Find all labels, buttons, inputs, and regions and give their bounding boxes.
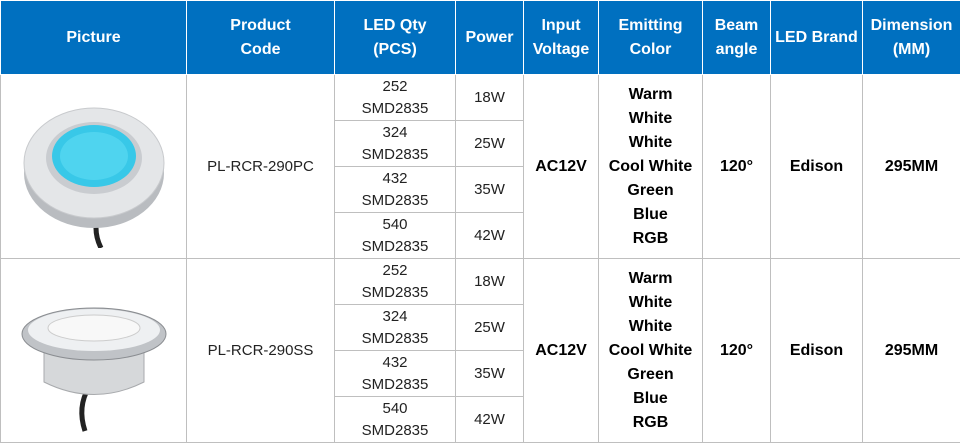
- text-line: SMD2835: [361, 191, 429, 209]
- power: 25W: [455, 304, 524, 351]
- led-qty: 540 SMD2835: [334, 396, 456, 443]
- input-voltage: AC12V: [523, 258, 599, 443]
- emitting-color: Warm White White Cool White Green Blue RGB: [598, 74, 703, 259]
- product-image: [21, 307, 166, 432]
- header-cell: Input Voltage: [523, 0, 599, 75]
- text-line: Cool White: [608, 341, 693, 359]
- text-line: Dimension: [870, 16, 953, 34]
- table-row: 324 SMD2835 25W: [1, 120, 960, 167]
- beam-angle: 120°: [702, 258, 771, 443]
- text-line: White: [628, 293, 673, 311]
- table-row: PL-RCR-290SS 252 SMD2835 18W AC12V Warm White W…: [0, 258, 960, 443]
- text-line: White: [628, 133, 673, 151]
- text-line: Green: [627, 181, 674, 199]
- dimension: 295MM: [862, 74, 960, 259]
- text-line: 540: [382, 399, 408, 417]
- text-line: SMD2835: [361, 375, 429, 393]
- led-qty: 540 SMD2835: [334, 212, 456, 259]
- text-line: SMD2835: [361, 329, 429, 347]
- text-line: Warm: [628, 269, 673, 287]
- led-qty: 324 SMD2835: [334, 304, 456, 351]
- text-line: White: [628, 109, 673, 127]
- table-row: 432 SMD2835 35W: [1, 166, 960, 213]
- power: 35W: [455, 166, 524, 213]
- header-cell: Picture: [0, 0, 187, 75]
- text-line: SMD2835: [361, 99, 429, 117]
- header-cell: Beam angle: [702, 0, 771, 75]
- header-cell: LED Brand: [770, 0, 863, 75]
- picture-cell: [0, 258, 187, 443]
- text-line: Picture: [66, 28, 121, 46]
- table-row: 540 SMD2835 42W: [1, 212, 960, 259]
- text-line: White: [628, 317, 673, 335]
- text-line: Power: [465, 28, 514, 46]
- led-qty: 432 SMD2835: [334, 350, 456, 397]
- text-line: (PCS): [373, 40, 417, 58]
- led-qty: 252 SMD2835: [334, 258, 456, 305]
- text-line: 540: [382, 215, 408, 233]
- text-line: Cool White: [608, 157, 693, 175]
- emitting-color: Warm White White Cool White Green Blue RGB: [598, 258, 703, 443]
- text-line: LED Qty: [363, 16, 427, 34]
- text-line: SMD2835: [361, 237, 429, 255]
- input-voltage: AC12V: [523, 74, 599, 259]
- text-line: 324: [382, 123, 408, 141]
- text-line: Blue: [633, 205, 668, 223]
- text-line: Emitting: [618, 16, 683, 34]
- text-line: LED Brand: [775, 28, 858, 46]
- product-code: PL-RCR-290SS: [186, 258, 335, 443]
- text-line: 324: [382, 307, 408, 325]
- led-qty: 252 SMD2835: [334, 74, 456, 121]
- led-qty: 324 SMD2835: [334, 120, 456, 167]
- text-line: (MM): [892, 40, 931, 58]
- power: 42W: [455, 212, 524, 259]
- header-row: Picture Product Code LED Qty (PCS) Power Input…: [0, 0, 960, 75]
- product-image: [23, 107, 164, 250]
- text-line: SMD2835: [361, 145, 429, 163]
- power: 25W: [455, 120, 524, 167]
- led-brand: Edison: [770, 258, 863, 443]
- text-line: RGB: [632, 413, 669, 431]
- header-cell: LED Qty (PCS): [334, 0, 456, 75]
- text-line: angle: [715, 40, 758, 58]
- power: 18W: [455, 258, 524, 305]
- text-line: Input: [541, 16, 581, 34]
- header-cell: Product Code: [186, 0, 335, 75]
- text-line: RGB: [632, 229, 669, 247]
- table-body: PL-RCR-290PC 252 SMD2835 18W AC12V Warm White W…: [0, 74, 960, 443]
- text-line: SMD2835: [361, 421, 429, 439]
- text-line: Blue: [633, 389, 668, 407]
- text-line: Beam: [714, 16, 759, 34]
- table-row: PL-RCR-290PC 252 SMD2835 18W AC12V Warm White W…: [0, 74, 960, 259]
- header-cell: Dimension (MM): [862, 0, 960, 75]
- text-line: 432: [382, 169, 408, 187]
- text-line: 432: [382, 353, 408, 371]
- header-cell: Power: [455, 0, 524, 75]
- led-qty: 432 SMD2835: [334, 166, 456, 213]
- picture-cell: [0, 74, 187, 259]
- power: 42W: [455, 396, 524, 443]
- beam-angle: 120°: [702, 74, 771, 259]
- table-row: 540 SMD2835 42W: [1, 396, 960, 443]
- text-line: Code: [240, 40, 281, 58]
- text-line: SMD2835: [361, 283, 429, 301]
- dimension: 295MM: [862, 258, 960, 443]
- product-code: PL-RCR-290PC: [186, 74, 335, 259]
- text-line: 252: [382, 77, 408, 95]
- table-row: 324 SMD2835 25W: [1, 304, 960, 351]
- text-line: Voltage: [532, 40, 590, 58]
- power: 35W: [455, 350, 524, 397]
- text-line: Product: [230, 16, 291, 34]
- text-line: Color: [629, 40, 672, 58]
- led-brand: Edison: [770, 74, 863, 259]
- text-line: 252: [382, 261, 408, 279]
- power: 18W: [455, 74, 524, 121]
- text-line: Green: [627, 365, 674, 383]
- text-line: Warm: [628, 85, 673, 103]
- header-cell: Emitting Color: [598, 0, 703, 75]
